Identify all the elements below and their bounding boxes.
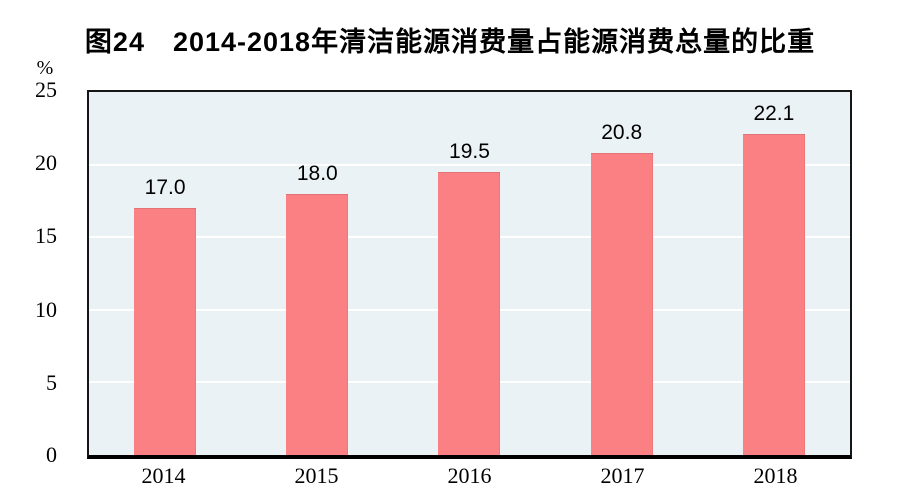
- gridline-20: [89, 163, 850, 166]
- y-axis-unit-label: %: [36, 57, 54, 79]
- bar-2016: [438, 171, 501, 455]
- bar-value-label: 18.0: [296, 161, 338, 185]
- bar-2017: [590, 152, 653, 455]
- bar-value-label: 19.5: [449, 139, 490, 163]
- bar-group-2014: 17.0: [89, 92, 241, 455]
- bar-value-label: 22.1: [753, 102, 795, 126]
- y-tick-label: 25: [35, 77, 57, 102]
- bar-2018: [742, 134, 805, 455]
- bar-group-2017: 20.8: [546, 92, 698, 455]
- bar-value-label: 17.0: [144, 176, 186, 200]
- bar-group-2016: 19.5: [393, 92, 545, 455]
- bar-group-2018: 22.1: [698, 92, 850, 455]
- bar-2014: [134, 208, 197, 455]
- bar-group-2015: 18.0: [241, 92, 393, 455]
- y-tick-label: 15: [35, 223, 57, 248]
- x-tick-label-2018: 2018: [753, 463, 798, 488]
- x-tick-label-2015: 2015: [294, 463, 339, 488]
- bar-value-label: 20.8: [601, 120, 643, 144]
- bar-2015: [286, 193, 349, 455]
- y-tick-label: 5: [46, 370, 57, 395]
- chart-title: 图24 2014-2018年清洁能源消费量占能源消费总量的比重: [84, 27, 816, 57]
- x-tick-label-2014: 2014: [141, 463, 186, 488]
- x-axis-labels: 2014 2015 2016 2017 2018: [87, 463, 852, 491]
- x-tick-label-2017: 2017: [600, 463, 645, 488]
- plot-area: 17.0 18.0 19.5 20.8 22.1: [87, 90, 852, 459]
- y-tick-label: 20: [35, 150, 57, 175]
- x-tick-label-2016: 2016: [447, 463, 492, 488]
- y-tick-label: 10: [35, 297, 57, 322]
- y-tick-label: 0: [46, 442, 57, 467]
